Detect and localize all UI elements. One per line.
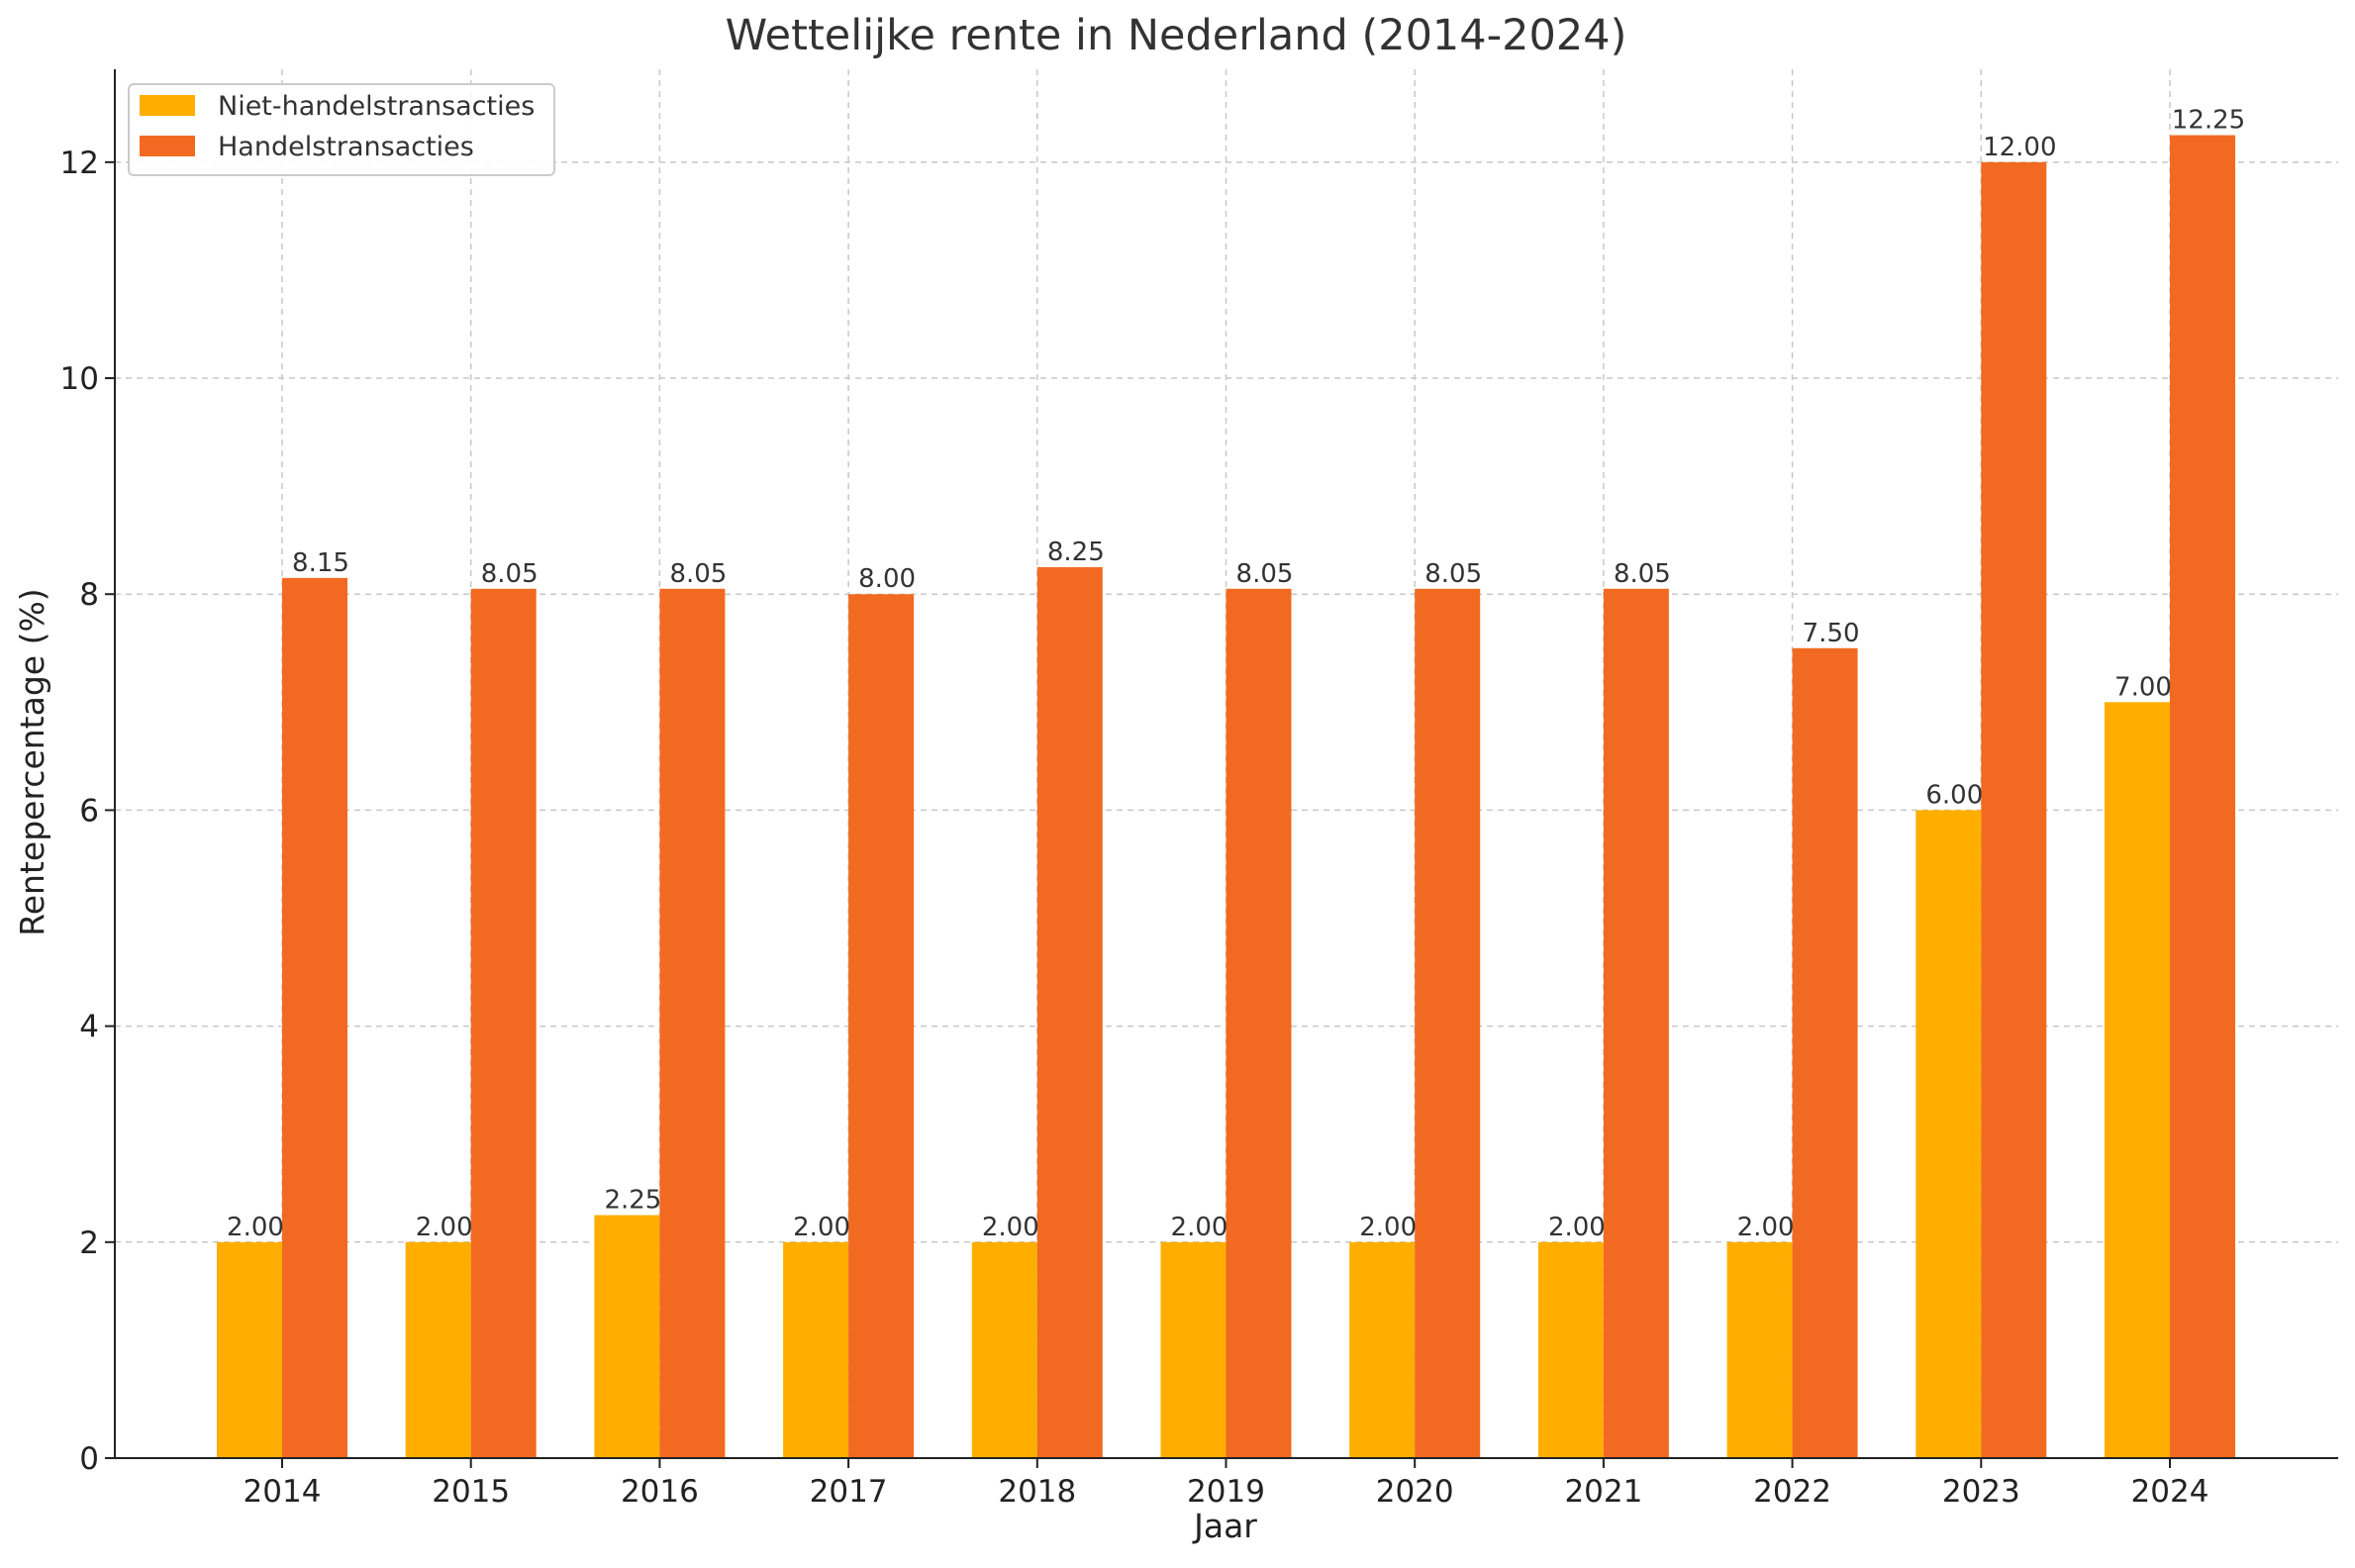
x-tick-label: 2014 xyxy=(244,1474,322,1510)
data-label: 2.00 xyxy=(1737,1213,1795,1242)
bar-niet-handelstransacties-2019 xyxy=(1160,1241,1227,1458)
bar-handelstransacties-2014 xyxy=(282,577,347,1458)
data-label: 8.05 xyxy=(1236,559,1294,589)
legend-swatch xyxy=(140,136,195,156)
y-tick-label: 0 xyxy=(79,1441,99,1477)
y-tick-label: 8 xyxy=(79,577,99,613)
x-tick-label: 2020 xyxy=(1376,1474,1454,1510)
data-label: 2.25 xyxy=(604,1186,661,1216)
bar-niet-handelstransacties-2023 xyxy=(1915,810,1982,1458)
bar-handelstransacties-2023 xyxy=(1981,161,2047,1459)
x-tick-label: 2024 xyxy=(2131,1474,2209,1510)
x-tick-label: 2019 xyxy=(1187,1474,1265,1510)
data-label: 8.00 xyxy=(858,564,916,594)
data-label: 2.00 xyxy=(416,1213,473,1242)
y-tick-label: 12 xyxy=(60,146,99,181)
data-label: 6.00 xyxy=(1925,780,1983,810)
legend-box xyxy=(128,83,555,176)
y-tick-label: 2 xyxy=(79,1225,99,1261)
data-label: 2.00 xyxy=(1359,1213,1417,1242)
data-label: 7.50 xyxy=(1803,619,1860,648)
x-axis-label: Jaar xyxy=(1192,1507,1257,1545)
data-label: 2.00 xyxy=(1171,1213,1228,1242)
bar-handelstransacties-2017 xyxy=(848,594,915,1458)
data-label: 12.25 xyxy=(2172,106,2245,136)
data-label: 8.25 xyxy=(1047,538,1105,567)
legend-label: Handelstransacties xyxy=(218,132,474,162)
bar-handelstransacties-2020 xyxy=(1415,588,1481,1458)
data-label: 2.00 xyxy=(227,1213,284,1242)
data-label: 7.00 xyxy=(2114,672,2172,702)
chart-title: Wettelijke rente in Nederland (2014-2024… xyxy=(726,11,1627,60)
x-tick-label: 2016 xyxy=(621,1474,699,1510)
data-label: 8.05 xyxy=(1614,559,1671,589)
bar-niet-handelstransacties-2024 xyxy=(2105,702,2170,1458)
x-tick-label: 2018 xyxy=(998,1474,1076,1510)
data-label: 2.00 xyxy=(982,1213,1039,1242)
y-tick-label: 6 xyxy=(79,793,99,829)
y-tick-label: 4 xyxy=(79,1010,99,1045)
x-tick-label: 2023 xyxy=(1942,1474,2020,1510)
legend: Niet-handelstransacties Handelstransactie… xyxy=(128,83,555,176)
x-tick-label: 2017 xyxy=(810,1474,888,1510)
bar-handelstransacties-2015 xyxy=(470,588,537,1458)
x-tick-label: 2015 xyxy=(432,1474,510,1510)
bar-niet-handelstransacties-2017 xyxy=(783,1241,849,1458)
bar-niet-handelstransacties-2016 xyxy=(594,1215,660,1458)
bar-handelstransacties-2016 xyxy=(659,588,726,1458)
y-tick-label: 10 xyxy=(60,361,99,397)
bar-niet-handelstransacties-2020 xyxy=(1349,1241,1416,1458)
bar-niet-handelstransacties-2015 xyxy=(405,1241,471,1458)
bar-niet-handelstransacties-2014 xyxy=(217,1241,282,1458)
bar-niet-handelstransacties-2021 xyxy=(1537,1241,1604,1458)
data-label: 8.05 xyxy=(481,559,539,589)
bar-niet-handelstransacties-2022 xyxy=(1726,1241,1793,1458)
data-label: 8.15 xyxy=(292,548,349,578)
bar-handelstransacties-2022 xyxy=(1792,647,1858,1458)
bar-niet-handelstransacties-2018 xyxy=(971,1241,1037,1458)
data-label: 2.00 xyxy=(793,1213,850,1242)
legend-label: Niet-handelstransacties xyxy=(218,91,535,122)
y-axis-label: Rentepercentage (%) xyxy=(13,588,51,935)
x-tick-label: 2021 xyxy=(1564,1474,1642,1510)
bar-handelstransacties-2021 xyxy=(1603,588,1669,1458)
bar-handelstransacties-2019 xyxy=(1226,588,1292,1458)
data-label: 8.05 xyxy=(669,559,727,589)
data-label: 2.00 xyxy=(1548,1213,1606,1242)
legend-swatch xyxy=(140,95,195,116)
data-label: 8.05 xyxy=(1424,559,1482,589)
bar-handelstransacties-2018 xyxy=(1036,566,1103,1458)
bar-handelstransacties-2024 xyxy=(2170,135,2235,1458)
x-tick-label: 2022 xyxy=(1753,1474,1831,1510)
data-label: 12.00 xyxy=(1983,133,2056,162)
